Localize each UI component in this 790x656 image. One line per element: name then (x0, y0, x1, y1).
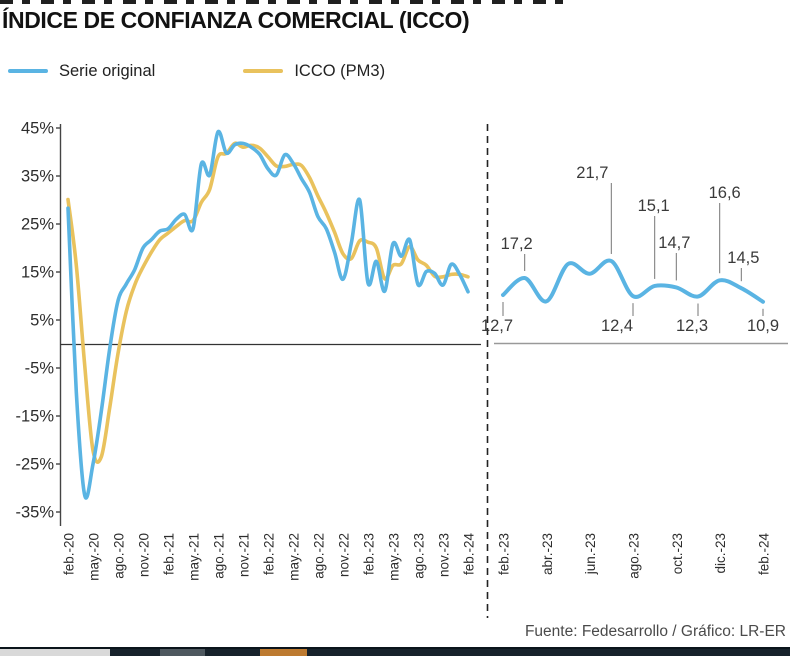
x-tick-label-right: oct.-23 (670, 533, 685, 574)
annotation-value: 10,9 (747, 317, 779, 335)
y-tick-label: -25% (15, 456, 54, 474)
x-tick-label-left: ago.-20 (112, 533, 127, 579)
x-tick-label-left: ago.-22 (312, 533, 327, 579)
x-tick-label-right: ago.-23 (627, 533, 642, 579)
icco-pm3-line (66, 141, 470, 464)
bottom-crop-bar-edge (0, 647, 790, 649)
legend-item-icco-pm3: ICCO (PM3) (243, 62, 385, 81)
x-tick-label-left: feb.-22 (262, 533, 277, 575)
annotation-value: 17,2 (501, 235, 533, 253)
x-tick-label-left: may.-21 (187, 533, 202, 581)
bottom-bar-segment (260, 649, 307, 656)
x-tick-label-right: abr.-23 (540, 533, 555, 575)
cropped-text-artifact (0, 0, 565, 4)
legend-label: Serie original (59, 61, 156, 80)
y-tick-label: -15% (15, 408, 54, 426)
x-tick-label-left: nov.-23 (437, 533, 452, 577)
y-tick-label: 35% (21, 168, 54, 186)
annotation-value: 14,7 (658, 234, 690, 252)
x-tick-label-left: nov.-20 (137, 533, 152, 577)
x-tick-label-left: feb.-23 (362, 533, 377, 575)
legend: Serie original ICCO (PM3) (8, 62, 385, 80)
source-credit: Fuente: Fedesarrollo / Gráfico: LR-ER (524, 623, 786, 640)
annotation-value: 21,7 (576, 164, 608, 182)
x-tick-label-left: may.-23 (387, 533, 402, 581)
x-tick-label-left: feb.-21 (162, 533, 177, 575)
serie-original-line (66, 129, 470, 500)
y-tick-label: 25% (21, 216, 54, 234)
mini-chart-line (501, 258, 765, 304)
x-tick-label-left: nov.-21 (237, 533, 252, 577)
x-tick-label-left: may.-22 (287, 533, 302, 581)
annotation-value: 16,6 (709, 184, 741, 202)
annotation-value: 15,1 (638, 197, 670, 215)
x-tick-label-left: ago.-23 (412, 533, 427, 579)
x-tick-label-right: jun.-23 (583, 533, 598, 575)
bottom-bar-segment (160, 649, 205, 656)
y-tick-label: 45% (21, 120, 54, 138)
x-tick-label-left: nov.-22 (337, 533, 352, 577)
bottom-bar-segment (0, 649, 110, 656)
legend-label: ICCO (PM3) (294, 61, 386, 80)
x-tick-label-left: feb.-24 (462, 533, 477, 576)
y-tick-label: -5% (25, 360, 55, 378)
page-title: ÍNDICE DE CONFIANZA COMERCIAL (ICCO) (2, 7, 470, 33)
bottom-crop-bar (0, 647, 790, 656)
x-tick-label-right: dic.-23 (713, 533, 728, 574)
y-tick-label: 15% (21, 264, 54, 282)
icco-pm3-swatch-icon (243, 69, 284, 73)
annotation-value: 12,3 (676, 317, 708, 335)
x-tick-label-left: may.-20 (87, 533, 102, 581)
x-tick-label-left: ago.-21 (212, 533, 227, 579)
y-tick-label: -35% (15, 504, 54, 522)
x-tick-label-right: feb.-24 (757, 533, 772, 576)
annotation-value: 12,4 (601, 317, 633, 335)
legend-item-serie-original: Serie original (8, 62, 155, 81)
y-tick-label: 5% (30, 312, 54, 330)
annotation-value: 14,5 (727, 249, 759, 267)
x-tick-label-left: feb.-20 (62, 533, 77, 575)
annotation-value: 12,7 (481, 317, 513, 335)
serie-original-swatch-icon (8, 69, 48, 73)
x-tick-label-right: feb.-23 (497, 533, 512, 575)
